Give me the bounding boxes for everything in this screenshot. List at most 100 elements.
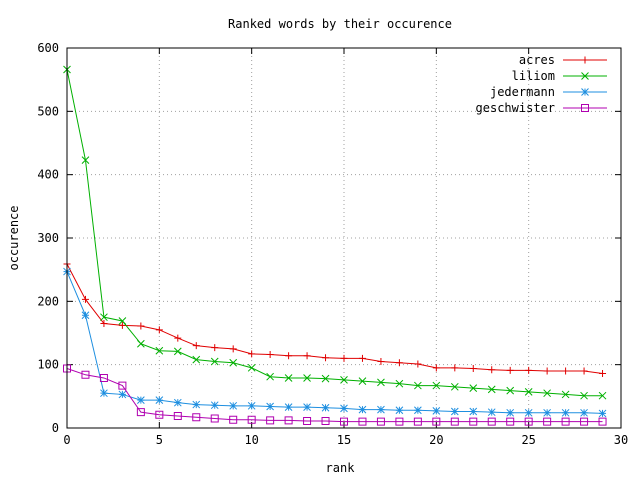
data-point [469,364,477,372]
x-axis-label: rank [326,461,356,475]
data-point [248,350,256,358]
data-point [303,352,311,360]
data-point [137,396,145,404]
data-point [340,354,348,362]
data-point [543,408,551,417]
x-tick-label: 5 [156,433,163,447]
data-point [99,373,108,382]
series-line [66,69,603,397]
data-point [100,320,108,327]
data-point [432,407,441,415]
data-point [322,354,330,362]
data-point [524,408,533,417]
data-point [561,390,570,399]
x-tick-label: 10 [244,433,258,447]
data-point [524,417,533,426]
data-point [469,407,478,416]
data-point [506,417,515,426]
legend: acres liliom jedermann geschwister [476,53,607,115]
series-line [66,263,603,375]
data-point [155,326,163,334]
data-point [174,334,182,342]
data-point [303,417,312,426]
x-tick-label: 15 [337,433,351,447]
data-point [340,376,348,384]
data-point [543,389,551,398]
data-point [432,364,440,372]
data-series [63,65,607,426]
data-point [377,405,385,414]
data-point [377,358,385,365]
data-point [118,321,126,329]
data-point [358,417,367,426]
axes: 0 100 200 300 400 500 600 0 5 10 15 20 25 30 [37,41,628,447]
legend-item: acres [519,53,607,67]
data-point [81,370,90,379]
data-point [266,402,274,411]
data-point [450,407,459,416]
legend-label: acres [519,53,555,67]
series-liliom [63,65,607,400]
data-point [561,417,570,426]
series-acres [63,260,607,378]
data-point [210,401,219,410]
data-point [451,364,459,372]
y-tick-label: 600 [37,41,59,55]
legend-marker [581,56,589,64]
y-tick-label: 300 [37,231,59,245]
data-point [285,352,293,360]
data-point [321,374,330,383]
y-tick-label: 0 [52,421,59,435]
legend-marker [581,88,589,96]
data-point [580,408,588,417]
data-point [63,364,71,373]
data-point [340,404,348,413]
data-point [543,417,552,426]
y-tick-label: 200 [37,294,59,308]
data-point [598,417,607,426]
data-point [192,400,201,409]
legend-item: geschwister [476,101,607,115]
data-point [173,411,182,420]
data-point [598,409,607,418]
data-point [524,388,533,396]
data-point [266,372,274,381]
data-point [561,408,570,417]
data-point [284,416,293,425]
series-geschwister [63,364,607,426]
data-point [210,357,219,366]
data-point [118,390,127,399]
data-point [358,377,367,385]
data-point [469,417,478,426]
data-point [81,311,90,320]
data-point [210,414,219,423]
data-point [469,384,478,392]
x-tick-label: 25 [521,433,535,447]
data-point [413,417,422,426]
data-point [284,403,293,411]
data-point [247,415,256,424]
data-point [395,379,404,388]
data-point [432,381,441,390]
data-point [340,417,348,426]
data-point [487,385,496,394]
y-axis-label: occurence [7,205,21,270]
data-point [81,295,89,303]
data-point [173,347,182,356]
data-point [506,366,514,374]
data-point [100,313,108,322]
data-point [599,370,607,378]
y-tick-label: 500 [37,104,59,118]
data-point [303,403,311,411]
data-point [229,415,238,424]
data-point [487,408,496,417]
y-tick-label: 400 [37,168,59,182]
data-point [173,398,182,407]
chart-title: Ranked words by their occurence [228,17,452,31]
x-tick-label: 0 [63,433,70,447]
legend-marker [581,104,589,112]
data-point [192,342,200,350]
data-point [118,381,127,390]
y-tick-label: 100 [37,358,59,372]
series-line [66,367,603,423]
